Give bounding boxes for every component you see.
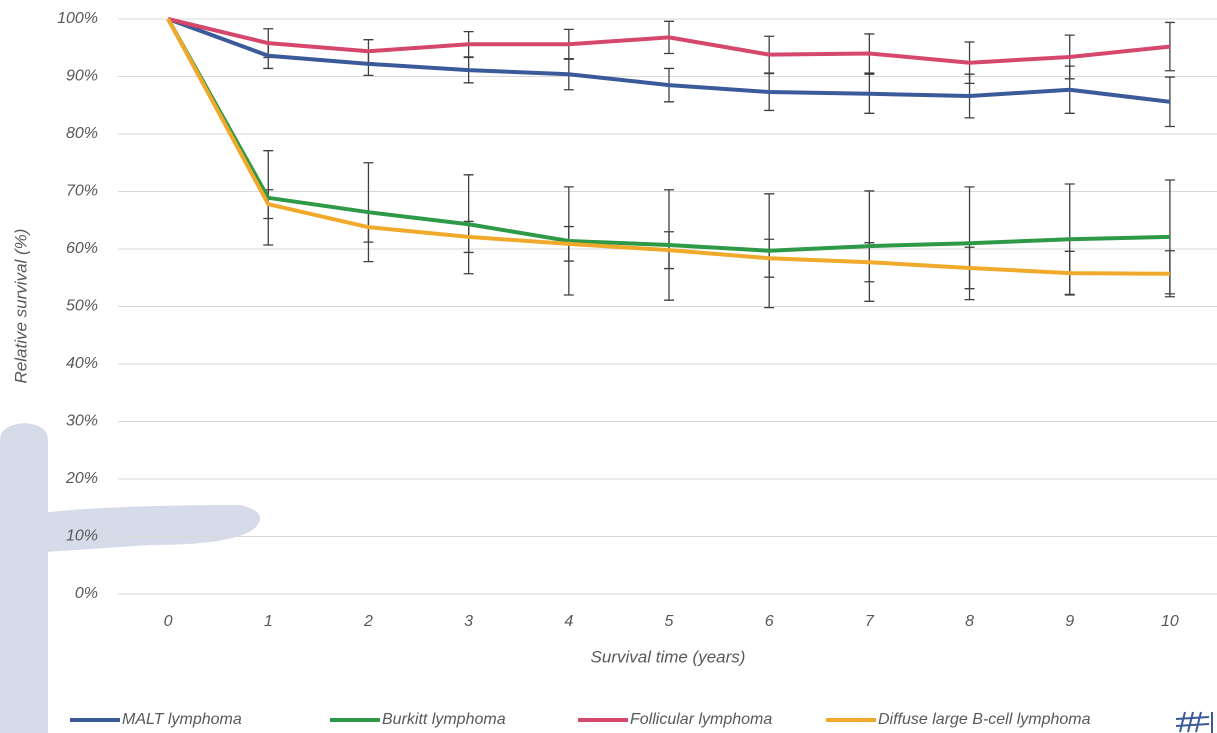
y-axis-label: Relative survival (%) bbox=[11, 229, 30, 384]
x-tick-label: 6 bbox=[765, 613, 774, 630]
y-tick-label: 20% bbox=[65, 470, 98, 487]
legend-label: Follicular lymphoma bbox=[630, 711, 772, 728]
series-line bbox=[167, 17, 1171, 65]
legend-label: Burkitt lymphoma bbox=[382, 711, 506, 728]
y-tick-label: 80% bbox=[66, 125, 98, 142]
y-tick-label: 40% bbox=[66, 355, 98, 372]
y-tick-label: 50% bbox=[66, 298, 98, 315]
error-bar bbox=[1164, 250, 1175, 298]
series-line bbox=[166, 18, 1170, 253]
legend-label: MALT lymphoma bbox=[122, 711, 242, 728]
x-tick-label: 1 bbox=[264, 613, 273, 630]
y-tick-label: 30% bbox=[66, 413, 98, 430]
series-line bbox=[166, 18, 1170, 276]
watermark bbox=[0, 423, 260, 733]
y-tick-label: 90% bbox=[66, 68, 98, 85]
error-bar bbox=[1164, 21, 1175, 72]
x-tick-label: 5 bbox=[665, 613, 674, 630]
x-tick-label: 7 bbox=[865, 613, 875, 630]
x-tick-label: 0 bbox=[164, 613, 173, 630]
y-tick-label: 0% bbox=[75, 585, 98, 602]
logo bbox=[1175, 711, 1213, 733]
y-tick-label: 10% bbox=[66, 528, 98, 545]
x-tick-label: 8 bbox=[965, 613, 974, 630]
x-axis-label: Survival time (years) bbox=[591, 647, 746, 666]
x-tick-label: 2 bbox=[363, 613, 373, 630]
x-tick-label: 10 bbox=[1161, 613, 1179, 630]
error-bar bbox=[1164, 76, 1175, 128]
x-tick-label: 9 bbox=[1065, 613, 1074, 630]
x-tick-label: 3 bbox=[464, 613, 473, 630]
series-line bbox=[167, 17, 1171, 104]
y-tick-label: 70% bbox=[66, 183, 98, 200]
x-tick-label: 4 bbox=[564, 613, 573, 630]
legend: MALT lymphoma Burkitt lymphoma Follicular … bbox=[70, 711, 1091, 728]
legend-label: Diffuse large B-cell lymphoma bbox=[878, 711, 1091, 728]
y-tick-label: 100% bbox=[57, 10, 98, 27]
y-tick-label: 60% bbox=[66, 240, 98, 257]
